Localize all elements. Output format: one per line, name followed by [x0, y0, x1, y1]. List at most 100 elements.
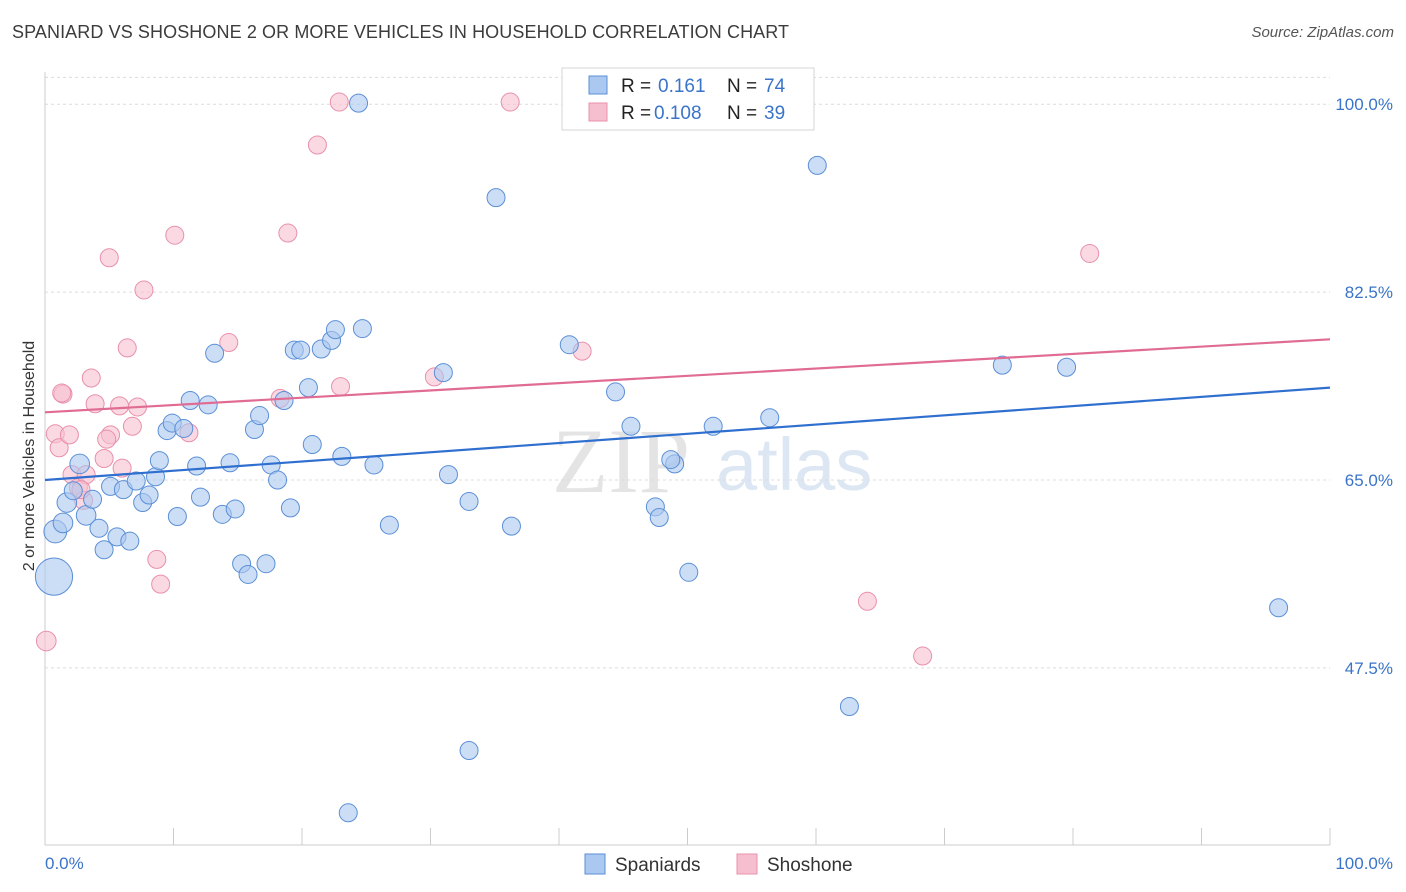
spaniards-point — [992, 355, 1012, 375]
shoshone-point — [97, 429, 117, 449]
spaniards-point — [298, 378, 318, 398]
axes — [44, 72, 1331, 846]
shoshone-point — [99, 248, 119, 268]
shoshone-point — [147, 549, 167, 569]
spaniards-point — [325, 320, 345, 340]
spaniards-point — [139, 485, 159, 505]
legend-box: R = 0.161 N = 74 R = 0.108 N = 39 — [561, 67, 815, 131]
spaniards-point — [364, 455, 384, 475]
watermark-atlas: atlas — [716, 423, 872, 506]
y-tick-label: 47.5% — [1345, 659, 1393, 678]
legend-n-value-1: 74 — [764, 76, 786, 97]
shoshone-point — [219, 333, 239, 353]
legend-swatch-pink — [588, 102, 608, 122]
shoshone-point — [151, 574, 171, 594]
y-tick-label: 65.0% — [1345, 471, 1393, 490]
x-tick-label: 100.0% — [1335, 854, 1393, 873]
shoshone-point — [110, 396, 130, 416]
spaniards-point — [459, 741, 479, 761]
shoshone-point — [278, 223, 298, 243]
spaniards-point — [94, 540, 114, 560]
spaniards-point — [501, 516, 521, 536]
legend-n-label-2: N = — [727, 103, 757, 124]
spaniards-point — [146, 467, 166, 487]
shoshone-point — [49, 438, 69, 458]
spaniards-point — [338, 803, 358, 823]
spaniards-point — [661, 450, 681, 470]
spaniards-point — [839, 697, 859, 717]
bottom-legend-swatch-shoshone — [736, 853, 758, 875]
shoshone-point — [307, 135, 327, 155]
shoshone-point — [329, 92, 349, 112]
shoshone-point — [1080, 243, 1100, 263]
spaniards-point — [250, 406, 270, 426]
spaniards-point — [679, 562, 699, 582]
shoshone-point — [81, 368, 101, 388]
spaniards-point — [459, 491, 479, 511]
x-tick-labels: 0.0% 100.0% — [45, 854, 1393, 873]
spaniards-point — [649, 508, 669, 528]
spaniards-point — [34, 557, 74, 596]
spaniards-point — [69, 453, 90, 475]
spaniards-point — [256, 554, 276, 574]
source-label: Source: ZipAtlas.com — [1251, 24, 1394, 41]
spaniards-point — [621, 416, 641, 436]
shoshone-point — [913, 646, 933, 666]
shoshone-point — [52, 383, 72, 403]
spaniards-point — [291, 340, 311, 360]
shoshone-point — [94, 449, 114, 468]
bottom-legend-shoshone: Shoshone — [767, 855, 853, 876]
bottom-legend-spaniards: Spaniards — [615, 855, 701, 876]
spaniards-point — [1057, 357, 1077, 377]
spaniards-point — [352, 319, 372, 339]
shoshone-trend-line — [44, 338, 1331, 414]
spaniards-point — [52, 512, 74, 534]
spaniards-point — [559, 335, 579, 355]
spaniards-point — [280, 498, 300, 518]
spaniards-point — [349, 93, 369, 113]
trend-lines — [44, 338, 1331, 482]
spaniards-point — [438, 465, 458, 485]
shoshone-point — [112, 458, 132, 478]
spaniards-trend-line — [44, 386, 1331, 482]
shoshone-points — [35, 92, 1100, 666]
bottom-legend-swatch-spaniards — [584, 853, 606, 875]
x-tick-label: 0.0% — [45, 854, 84, 873]
legend-n-label-1: N = — [727, 76, 757, 97]
y-axis-label: 2 or more Vehicles in Household — [21, 341, 38, 571]
shoshone-point — [857, 591, 877, 611]
spaniards-points — [34, 93, 1289, 823]
spaniards-point — [180, 391, 200, 411]
spaniards-point — [225, 499, 245, 519]
legend-r-label-1: R = — [621, 76, 651, 97]
y-tick-labels: 47.5% 65.0% 82.5% 100.0% — [1335, 95, 1393, 678]
legend-r-value-2: 0.108 — [654, 103, 702, 124]
shoshone-point — [122, 416, 142, 436]
spaniards-point — [807, 155, 827, 175]
spaniards-point — [760, 408, 780, 428]
spaniards-point — [1269, 598, 1289, 618]
y-tick-label: 100.0% — [1335, 95, 1393, 114]
legend-swatch-blue — [588, 75, 608, 95]
legend-r-label-2: R = — [621, 103, 651, 124]
spaniards-point — [220, 453, 240, 473]
spaniards-point — [187, 456, 207, 476]
shoshone-point — [500, 92, 520, 112]
spaniards-point — [205, 343, 225, 363]
y-tick-label: 82.5% — [1345, 283, 1393, 302]
bottom-legend: Spaniards Shoshone — [584, 853, 853, 876]
spaniards-point — [268, 470, 288, 490]
spaniards-point — [198, 395, 218, 415]
chart-title: SPANIARD VS SHOSHONE 2 OR MORE VEHICLES … — [12, 22, 790, 42]
spaniards-point — [149, 451, 169, 471]
spaniards-point — [89, 518, 109, 538]
spaniards-point — [190, 487, 210, 507]
shoshone-point — [331, 377, 351, 397]
shoshone-point — [35, 630, 57, 652]
spaniards-point — [126, 471, 146, 491]
spaniards-point — [238, 564, 258, 584]
shoshone-point — [165, 225, 185, 245]
spaniards-point — [167, 506, 187, 526]
shoshone-point — [59, 425, 79, 445]
spaniards-point — [302, 435, 322, 455]
